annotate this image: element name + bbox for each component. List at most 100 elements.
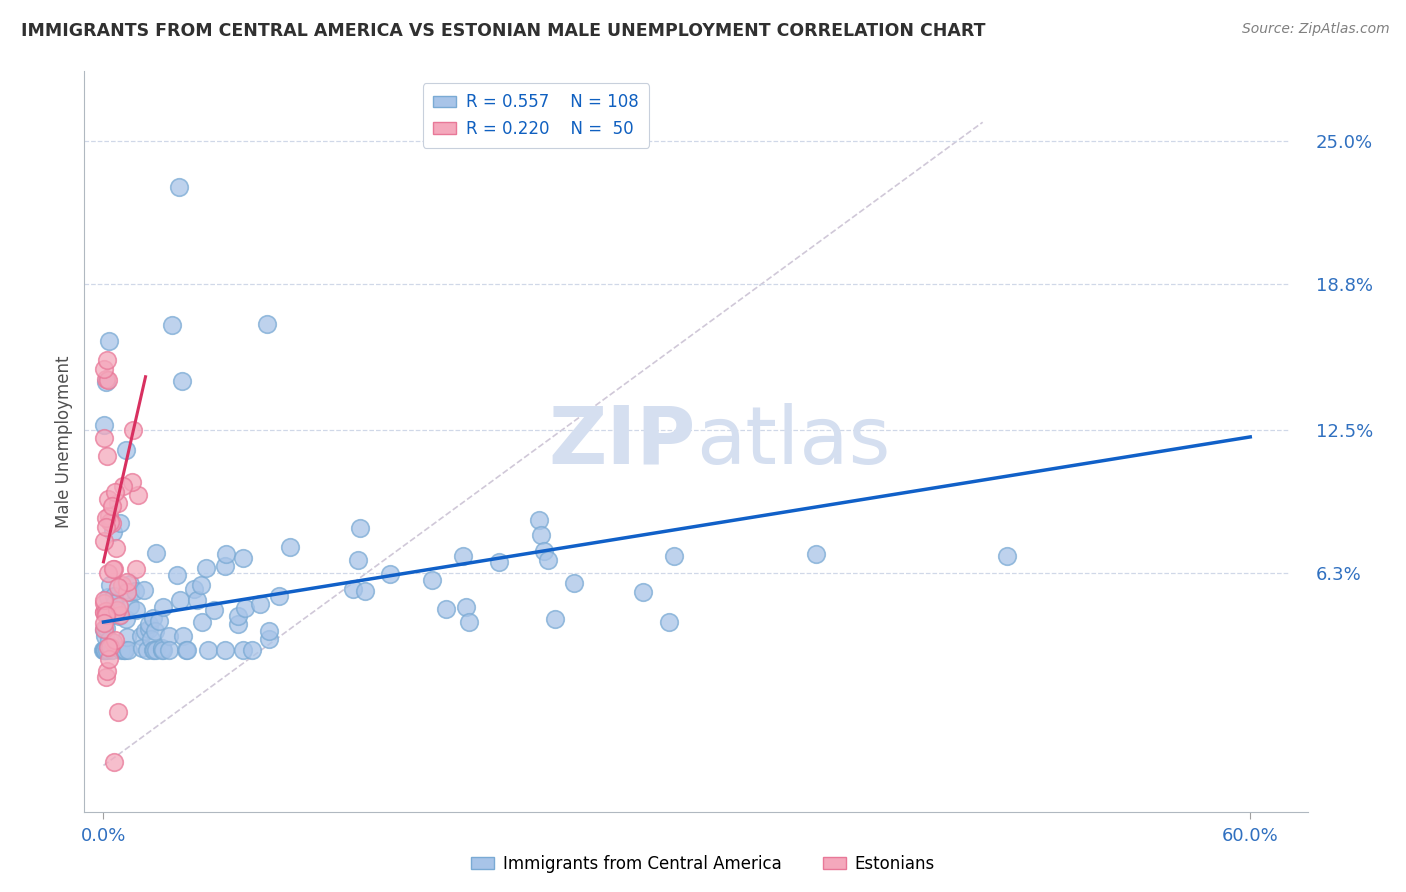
Point <box>94 604 117 618</box>
Point <box>233 601 256 615</box>
Point <box>105 603 128 617</box>
Point <box>995 549 1018 563</box>
Point <box>96 566 118 581</box>
Point <box>94 376 117 390</box>
Point <box>202 603 225 617</box>
Point <box>142 642 165 657</box>
Point <box>434 602 457 616</box>
Point <box>93 623 115 637</box>
Point <box>120 585 142 599</box>
Point <box>96 670 118 684</box>
Point <box>114 612 136 626</box>
Point <box>117 642 139 657</box>
Point <box>94 371 117 385</box>
Point <box>93 417 115 432</box>
Point <box>166 568 188 582</box>
Text: Source: ZipAtlas.com: Source: ZipAtlas.com <box>1241 22 1389 37</box>
Point <box>93 593 115 607</box>
Point <box>108 607 131 622</box>
Point <box>191 615 214 629</box>
Point <box>131 641 153 656</box>
Point <box>488 555 510 569</box>
Point <box>152 642 174 657</box>
Point <box>228 609 250 624</box>
Point <box>93 431 115 445</box>
Point <box>138 617 160 632</box>
Point <box>633 585 655 599</box>
Point <box>96 352 118 367</box>
Point <box>93 605 115 619</box>
Point <box>162 318 184 333</box>
Point <box>157 629 180 643</box>
Point <box>98 578 121 592</box>
Point <box>142 610 165 624</box>
Point <box>346 553 368 567</box>
Legend: R = 0.557    N = 108, R = 0.220    N =  50: R = 0.557 N = 108, R = 0.220 N = 50 <box>423 83 650 148</box>
Point <box>93 361 115 376</box>
Point <box>186 592 208 607</box>
Point <box>112 478 135 492</box>
Point <box>169 592 191 607</box>
Point <box>104 633 127 648</box>
Point <box>97 640 120 655</box>
Point <box>127 488 149 502</box>
Text: atlas: atlas <box>696 402 890 481</box>
Point <box>533 544 555 558</box>
Point <box>104 485 127 500</box>
Point <box>107 496 129 510</box>
Point <box>269 589 291 603</box>
Point <box>420 574 443 588</box>
Point <box>125 562 148 576</box>
Point <box>114 642 136 657</box>
Point <box>132 582 155 597</box>
Point <box>96 449 118 463</box>
Point <box>108 599 131 613</box>
Point <box>125 603 148 617</box>
Point <box>145 546 167 560</box>
Point <box>172 628 194 642</box>
Point <box>537 553 560 567</box>
Point <box>122 423 145 437</box>
Point <box>93 642 115 657</box>
Point <box>148 614 170 628</box>
Point <box>167 179 190 194</box>
Point <box>564 576 586 591</box>
Text: IMMIGRANTS FROM CENTRAL AMERICA VS ESTONIAN MALE UNEMPLOYMENT CORRELATION CHART: IMMIGRANTS FROM CENTRAL AMERICA VS ESTON… <box>21 22 986 40</box>
Point <box>256 317 278 331</box>
Point <box>129 629 152 643</box>
Point <box>115 442 138 457</box>
Y-axis label: Male Unemployment: Male Unemployment <box>55 355 73 528</box>
Point <box>97 373 120 387</box>
Point <box>530 527 553 541</box>
Point <box>97 491 120 506</box>
Point <box>354 583 377 598</box>
Point <box>190 578 212 592</box>
Point <box>93 629 115 643</box>
Point <box>117 575 139 590</box>
Point <box>108 516 131 530</box>
Point <box>100 607 122 622</box>
Point <box>278 540 301 554</box>
Point <box>214 558 236 573</box>
Point <box>103 589 125 603</box>
Point <box>96 607 118 621</box>
Point <box>93 534 115 549</box>
Point <box>378 567 401 582</box>
Point <box>544 612 567 626</box>
Point <box>143 624 166 639</box>
Point <box>257 624 280 638</box>
Point <box>93 622 115 636</box>
Point <box>93 616 115 631</box>
Point <box>240 642 263 657</box>
Point <box>152 600 174 615</box>
Point <box>174 642 197 657</box>
Point <box>94 621 117 635</box>
Point <box>183 582 205 597</box>
Point <box>214 642 236 657</box>
Point <box>107 608 129 623</box>
Point <box>101 524 124 539</box>
Point <box>98 632 121 647</box>
Point <box>104 596 127 610</box>
Point <box>117 585 139 599</box>
Point <box>96 642 118 657</box>
